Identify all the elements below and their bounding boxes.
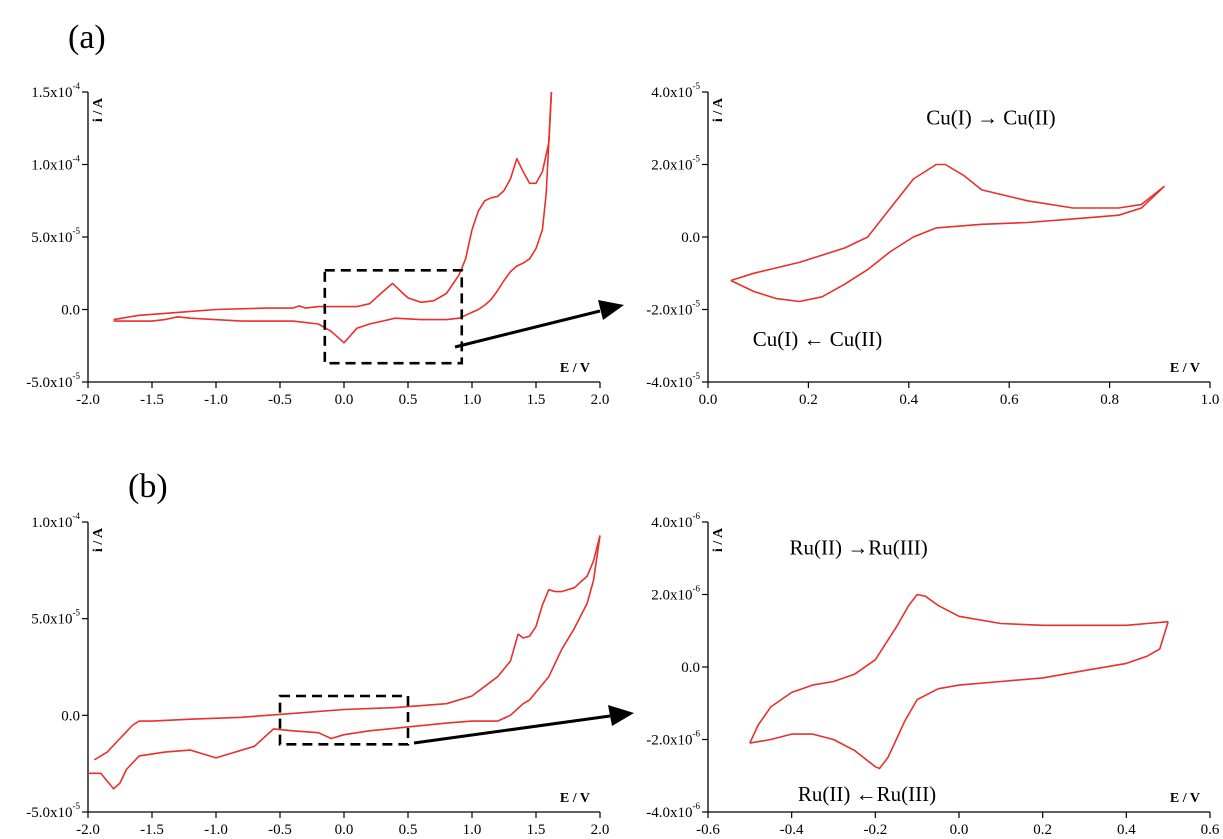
y-axis-title: i / A	[91, 527, 106, 552]
cv-sweep-reverse	[113, 91, 553, 344]
x-tick-label: 0.8	[1100, 392, 1119, 408]
x-tick-label: 0.0	[335, 392, 354, 408]
chart-b-full: -2.0 -1.5 -1.0 -0.5 0.0 0.5 1.0 1.5 2.0 -5.0x10-5…	[26, 511, 609, 838]
x-tick-label: 0.6	[1000, 392, 1019, 408]
y-tick-label: 5.0x10-5	[31, 608, 80, 628]
redox-annotation: Cu(I) → Cu(II)	[926, 106, 1055, 130]
x-tick-label: 0.0	[699, 392, 718, 408]
y-tick-label: -5.0x10-5	[26, 801, 80, 821]
y-tick-label: 0.0	[681, 660, 700, 676]
y-tick-label: 2.0x10-6	[651, 584, 700, 604]
y-axis-title: i / A	[91, 97, 106, 122]
cv-sweep-forward	[730, 163, 1165, 282]
y-tick-label: 5.0x10-5	[31, 226, 80, 246]
x-tick-label: 2.0	[591, 822, 610, 838]
chart-a-full: -2.0 -1.5 -1.0 -0.5 0.0 0.5 1.0 1.5 2.0 -5.0x10-5…	[26, 81, 609, 408]
cv-sweep-reverse	[730, 185, 1165, 303]
x-tick-label: -0.6	[696, 822, 720, 838]
x-tick-label: 1.5	[527, 822, 546, 838]
zoom-region-box	[323, 269, 464, 365]
cv-sweep-forward	[113, 91, 553, 321]
x-axis-title: E / V	[1170, 361, 1200, 376]
x-tick-label: -0.2	[863, 822, 887, 838]
x-tick-label: -1.0	[204, 392, 228, 408]
y-axis-title: i / A	[711, 527, 726, 552]
x-tick-label: 0.2	[799, 392, 818, 408]
x-tick-label: -0.4	[780, 822, 804, 838]
y-tick-label: 2.0x10-5	[651, 154, 700, 174]
y-tick-label: -4.0x10-6	[646, 801, 700, 821]
x-tick-label: 1.0	[463, 392, 482, 408]
cv-sweep-forward	[93, 535, 601, 761]
x-tick-label: 1.0	[1201, 392, 1220, 408]
y-tick-label: -2.0x10-6	[646, 729, 700, 749]
x-tick-label: -0.5	[268, 822, 292, 838]
y-axis-title: i / A	[711, 97, 726, 122]
x-tick-label: 0.0	[335, 822, 354, 838]
x-tick-label: -2.0	[76, 392, 100, 408]
x-tick-label: 0.6	[1201, 822, 1220, 838]
x-tick-label: -0.5	[268, 392, 292, 408]
cv-sweep-reverse	[88, 535, 601, 790]
redox-annotation: Ru(II) ←Ru(III)	[798, 782, 936, 806]
y-tick-label: 0.0	[61, 708, 80, 724]
zoom-arrow-b	[413, 705, 634, 745]
x-tick-label: -2.0	[76, 822, 100, 838]
zoom-arrow-a	[454, 300, 624, 349]
x-tick-label: -1.5	[140, 392, 164, 408]
x-tick-label: 0.5	[399, 822, 418, 838]
cv-sweep-forward	[749, 593, 1169, 744]
x-tick-label: 1.5	[527, 392, 546, 408]
x-tick-label: 2.0	[591, 392, 610, 408]
y-tick-label: 1.0x10-4	[31, 511, 80, 531]
panel-label-a: (a)	[68, 19, 106, 56]
y-tick-label: -5.0x10-5	[26, 371, 80, 391]
x-tick-label: 1.0	[463, 822, 482, 838]
y-tick-label: 1.5x10-4	[31, 81, 80, 101]
cv-sweep-reverse	[749, 621, 1169, 770]
y-tick-label: -4.0x10-5	[646, 371, 700, 391]
x-tick-label: 0.4	[1117, 822, 1136, 838]
x-tick-label: -1.5	[140, 822, 164, 838]
zoom-region-box	[278, 694, 410, 746]
x-axis-title: E / V	[1170, 791, 1200, 806]
x-axis-title: E / V	[560, 791, 590, 806]
x-tick-label: 0.0	[950, 822, 969, 838]
y-tick-label: -2.0x10-5	[646, 299, 700, 319]
x-axis-title: E / V	[560, 361, 590, 376]
x-tick-label: 0.5	[399, 392, 418, 408]
y-tick-label: 0.0	[681, 230, 700, 246]
x-tick-label: -1.0	[204, 822, 228, 838]
panel-label-b: (b)	[128, 468, 168, 505]
x-tick-label: 0.4	[899, 392, 918, 408]
y-tick-label: 4.0x10-5	[651, 81, 700, 101]
redox-annotation: Ru(II) →Ru(III)	[789, 536, 927, 560]
y-tick-label: 4.0x10-6	[651, 511, 700, 531]
redox-annotation: Cu(I) ← Cu(II)	[753, 327, 882, 351]
x-tick-label: 0.2	[1033, 822, 1052, 838]
y-tick-label: 1.0x10-4	[31, 154, 80, 174]
chart-a-zoom: 0.0 0.2 0.4 0.6 0.8 1.0 -4.0x10-5 -2.0x10-5 0.0 2…	[646, 81, 1219, 408]
chart-b-zoom: -0.6 -0.4 -0.2 0.0 0.2 0.4 0.6 -4.0x10-6 -2.0x10…	[646, 511, 1220, 838]
y-tick-label: 0.0	[61, 303, 80, 319]
